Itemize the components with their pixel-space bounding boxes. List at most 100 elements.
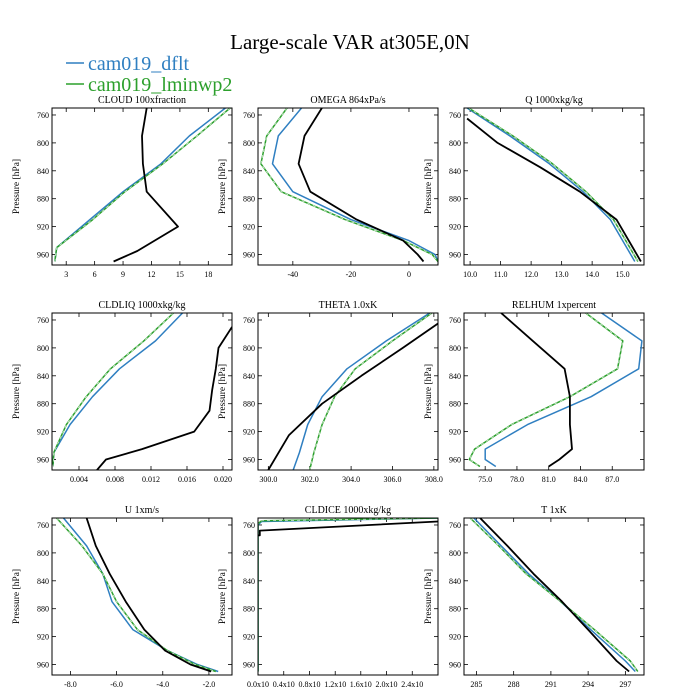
x-tick-label: 12 xyxy=(147,270,155,279)
plot-frame xyxy=(51,517,233,676)
y-tick-label: 800 xyxy=(37,139,49,148)
panel-2: Q 1000xkg/kg Pressure [hPa] 760 800 840 880 92… xyxy=(424,95,645,279)
y-tick-label: 920 xyxy=(449,223,461,232)
series-lminwp2-line xyxy=(52,313,175,467)
series-obs-line xyxy=(113,108,179,263)
series-lminwp2-dash xyxy=(52,313,174,467)
x-tick-label: 300.0 xyxy=(259,475,277,484)
y-tick-label: 840 xyxy=(243,577,255,586)
x-tick-label: 304.0 xyxy=(342,475,360,484)
y-tick-label: 800 xyxy=(37,549,49,558)
y-tick-label: 760 xyxy=(449,316,461,325)
y-tick-label: 880 xyxy=(243,195,255,204)
y-tick-label: 840 xyxy=(449,167,461,176)
x-tick-label: 1.2x10 xyxy=(324,680,346,689)
y-tick-label: 960 xyxy=(449,661,461,670)
series-dflt-line xyxy=(62,518,219,673)
y-tick-label: 880 xyxy=(37,195,49,204)
y-tick-label: 960 xyxy=(243,661,255,670)
y-tick-label: 960 xyxy=(37,456,49,465)
plot-frame xyxy=(257,517,439,676)
y-axis-label: Pressure [hPa] xyxy=(218,159,228,214)
panel-4: THETA 1.0xK Pressure [hPa] 760 800 840 880 920… xyxy=(218,300,443,484)
x-tick-label: -20 xyxy=(346,270,357,279)
series-lminwp2-line xyxy=(258,518,438,672)
x-tick-label: -4.0 xyxy=(156,680,169,689)
x-tick-label: 15 xyxy=(176,270,184,279)
x-tick-label: 6 xyxy=(93,270,97,279)
y-tick-label: 960 xyxy=(37,661,49,670)
x-tick-label: 11.0 xyxy=(494,270,508,279)
legend-label-dflt: cam019_dflt xyxy=(88,53,190,75)
x-tick-label: 18 xyxy=(204,270,212,279)
x-tick-label: 78.0 xyxy=(510,475,524,484)
x-tick-label: 2.0x10 xyxy=(376,680,398,689)
plot-frame xyxy=(257,312,439,471)
x-tick-label: 0.012 xyxy=(142,475,160,484)
series-lminwp2-dash xyxy=(260,108,438,262)
y-tick-label: 880 xyxy=(449,605,461,614)
y-tick-label: 800 xyxy=(449,549,461,558)
panel-title: T 1xK xyxy=(541,505,567,516)
panel-title: U 1xm/s xyxy=(125,505,159,516)
figure-title: Large-scale VAR at305E,0N xyxy=(230,30,470,54)
panel-0: CLOUD 100xfraction Pressure [hPa] 760 800 84… xyxy=(12,95,233,279)
y-tick-label: 880 xyxy=(243,400,255,409)
series-dflt-line xyxy=(466,108,636,262)
series-lminwp2-dash xyxy=(56,518,216,672)
x-tick-label: 308.0 xyxy=(425,475,443,484)
x-tick-label: 3 xyxy=(64,270,68,279)
y-tick-label: 840 xyxy=(37,167,49,176)
y-axis-label: Pressure [hPa] xyxy=(424,364,434,419)
y-tick-label: 840 xyxy=(243,167,255,176)
panel-title: CLOUD 100xfraction xyxy=(98,95,186,106)
plot-frame xyxy=(463,517,645,676)
x-tick-label: 2.4x10 xyxy=(401,680,423,689)
y-tick-label: 800 xyxy=(243,549,255,558)
legend: cam019_dflt cam019_lminwp2 xyxy=(66,53,232,96)
series-lminwp2-dash xyxy=(54,108,231,262)
y-tick-label: 920 xyxy=(243,428,255,437)
series-obs-line xyxy=(500,313,573,468)
y-tick-label: 800 xyxy=(243,139,255,148)
panel-5: RELHUM 1xpercent Pressure [hPa] 760 800 840 8… xyxy=(424,300,645,484)
y-tick-label: 760 xyxy=(449,111,461,120)
y-tick-label: 800 xyxy=(449,139,461,148)
x-tick-label: 294 xyxy=(582,680,594,689)
series-lminwp2-dash xyxy=(309,313,432,470)
y-tick-label: 760 xyxy=(37,521,49,530)
x-tick-label: 13.0 xyxy=(555,270,569,279)
legend-label-lminwp2: cam019_lminwp2 xyxy=(88,74,232,96)
y-tick-label: 920 xyxy=(37,633,49,642)
panel-grid: CLOUD 100xfraction Pressure [hPa] 760 800 84… xyxy=(12,95,645,689)
x-tick-label: -40 xyxy=(288,270,299,279)
x-tick-label: 0.8x10 xyxy=(298,680,320,689)
y-tick-label: 800 xyxy=(449,344,461,353)
y-tick-label: 880 xyxy=(243,605,255,614)
y-axis-label: Pressure [hPa] xyxy=(12,364,22,419)
x-tick-label: 306.0 xyxy=(383,475,401,484)
y-tick-label: 840 xyxy=(449,577,461,586)
series-obs-line xyxy=(466,117,642,262)
series-obs-line xyxy=(267,322,438,470)
x-tick-label: 81.0 xyxy=(542,475,556,484)
y-tick-label: 760 xyxy=(243,111,255,120)
y-tick-label: 840 xyxy=(243,372,255,381)
y-tick-label: 840 xyxy=(449,372,461,381)
x-tick-label: 297 xyxy=(619,680,631,689)
x-tick-label: 291 xyxy=(545,680,557,689)
x-tick-label: 0.008 xyxy=(106,475,124,484)
y-tick-label: 920 xyxy=(37,428,49,437)
x-tick-label: -2.0 xyxy=(203,680,216,689)
y-axis-label: Pressure [hPa] xyxy=(424,159,434,214)
plot-frame xyxy=(463,312,645,471)
y-tick-label: 920 xyxy=(449,428,461,437)
x-tick-label: 12.0 xyxy=(524,270,538,279)
series-lminwp2-dash xyxy=(468,313,624,467)
plot-frame xyxy=(51,107,233,266)
x-tick-label: 0.0x10 xyxy=(247,680,269,689)
x-tick-label: 288 xyxy=(508,680,520,689)
y-tick-label: 760 xyxy=(37,111,49,120)
x-tick-label: 75.0 xyxy=(478,475,492,484)
